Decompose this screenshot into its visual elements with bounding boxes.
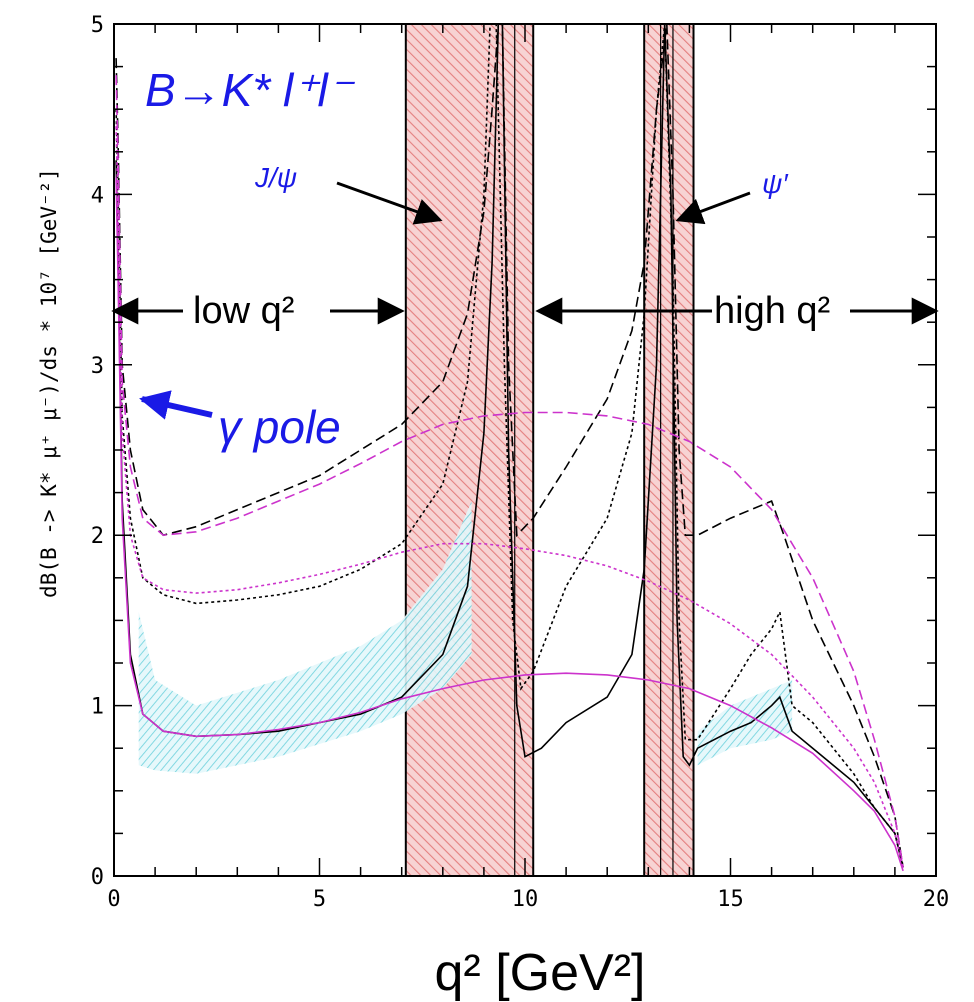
series-dotted-black (115, 23, 904, 868)
y-tick-label: 1 (91, 695, 104, 720)
x-tick-label: 15 (717, 887, 744, 912)
psi2s-label: ψ′ (762, 168, 789, 199)
uncertainty-band-high (697, 680, 793, 766)
y-tick-label: 0 (91, 865, 104, 890)
veto-band-1 (404, 23, 535, 877)
x-tick-label: 10 (512, 887, 539, 912)
veto-bands (404, 23, 695, 877)
x-tick-label: 20 (923, 887, 950, 912)
x-tick-label: 0 (107, 887, 120, 912)
series-dashed-magenta (115, 75, 904, 868)
uncertainty-band (138, 501, 793, 774)
y-tick-label: 4 (91, 183, 104, 208)
y-tick-label: 5 (91, 13, 104, 38)
gamma-pole-label: γ pole (218, 401, 341, 453)
jpsi-arrow (336, 181, 443, 225)
psi2s-arrow (675, 191, 751, 225)
series-solid-magenta (115, 177, 904, 872)
high-q2-label: high q² (714, 290, 830, 332)
gamma-pole-arrow (139, 390, 213, 420)
low-q2-label: low q² (193, 290, 294, 332)
decay-label: B→K* l⁺l⁻ (145, 64, 356, 116)
x-tick-label: 5 (313, 887, 326, 912)
high-q2-bg (712, 285, 850, 337)
series-dashed-black (115, 23, 904, 868)
y-axis-label: dB(B -> K* μ⁺ μ⁻)/ds * 10⁷ [GeV⁻²] (37, 168, 61, 598)
series-dotted-magenta (115, 126, 904, 868)
jpsi-label: J/ψ (254, 162, 297, 193)
y-tick-label: 3 (91, 354, 104, 379)
uncertainty-band-low (138, 501, 472, 774)
low-q2-bg (183, 285, 341, 337)
y-tick-label: 2 (91, 524, 104, 549)
curves (115, 23, 904, 872)
x-axis-label: q² [GeV²] (435, 944, 646, 1002)
tick-labels: 0 5 10 15 20 0 1 2 3 4 5 (91, 13, 950, 912)
